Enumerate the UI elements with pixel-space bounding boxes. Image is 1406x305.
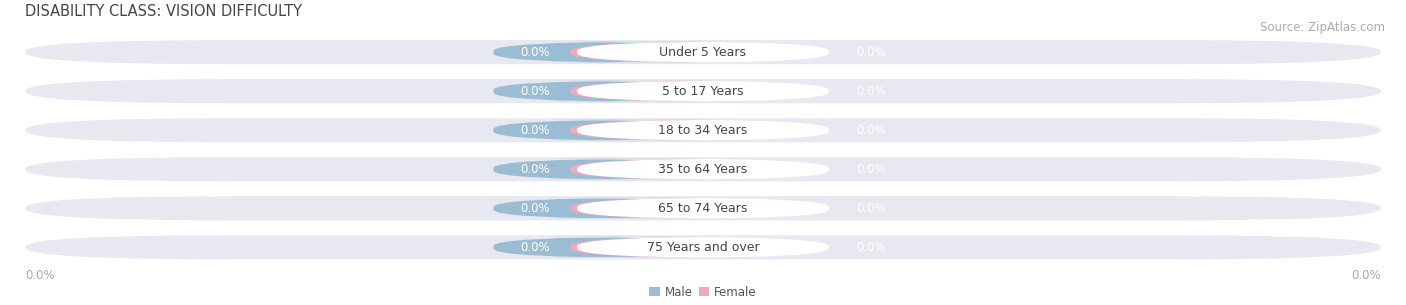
- FancyBboxPatch shape: [25, 118, 1381, 142]
- FancyBboxPatch shape: [494, 159, 710, 180]
- Text: Under 5 Years: Under 5 Years: [659, 46, 747, 59]
- FancyBboxPatch shape: [571, 120, 787, 141]
- Text: 65 to 74 Years: 65 to 74 Years: [658, 202, 748, 215]
- FancyBboxPatch shape: [494, 81, 710, 102]
- FancyBboxPatch shape: [571, 159, 787, 180]
- Text: 18 to 34 Years: 18 to 34 Years: [658, 124, 748, 137]
- Text: 0.0%: 0.0%: [856, 241, 886, 254]
- Text: 0.0%: 0.0%: [856, 85, 886, 98]
- Text: 5 to 17 Years: 5 to 17 Years: [662, 85, 744, 98]
- Text: DISABILITY CLASS: VISION DIFFICULTY: DISABILITY CLASS: VISION DIFFICULTY: [25, 4, 302, 19]
- FancyBboxPatch shape: [25, 196, 1381, 221]
- FancyBboxPatch shape: [571, 198, 787, 219]
- FancyBboxPatch shape: [25, 235, 1381, 260]
- FancyBboxPatch shape: [578, 159, 828, 180]
- Text: 35 to 64 Years: 35 to 64 Years: [658, 163, 748, 176]
- FancyBboxPatch shape: [571, 81, 787, 102]
- FancyBboxPatch shape: [25, 79, 1381, 103]
- FancyBboxPatch shape: [578, 237, 828, 258]
- FancyBboxPatch shape: [25, 157, 1381, 181]
- Text: 0.0%: 0.0%: [856, 163, 886, 176]
- Text: 0.0%: 0.0%: [520, 241, 550, 254]
- Text: 0.0%: 0.0%: [520, 202, 550, 215]
- Text: 0.0%: 0.0%: [520, 124, 550, 137]
- Text: 0.0%: 0.0%: [856, 202, 886, 215]
- FancyBboxPatch shape: [494, 198, 710, 219]
- Text: 0.0%: 0.0%: [520, 163, 550, 176]
- Text: 0.0%: 0.0%: [520, 85, 550, 98]
- FancyBboxPatch shape: [571, 237, 787, 258]
- Text: 0.0%: 0.0%: [1351, 269, 1381, 282]
- FancyBboxPatch shape: [25, 40, 1381, 64]
- Text: Source: ZipAtlas.com: Source: ZipAtlas.com: [1260, 21, 1385, 34]
- Text: 0.0%: 0.0%: [25, 269, 55, 282]
- Text: 0.0%: 0.0%: [856, 124, 886, 137]
- FancyBboxPatch shape: [578, 120, 828, 141]
- Text: 75 Years and over: 75 Years and over: [647, 241, 759, 254]
- FancyBboxPatch shape: [494, 42, 710, 63]
- FancyBboxPatch shape: [578, 81, 828, 102]
- FancyBboxPatch shape: [578, 42, 828, 63]
- FancyBboxPatch shape: [578, 198, 828, 219]
- Text: 0.0%: 0.0%: [856, 46, 886, 59]
- FancyBboxPatch shape: [494, 120, 710, 141]
- Legend: Male, Female: Male, Female: [645, 281, 761, 303]
- FancyBboxPatch shape: [494, 237, 710, 258]
- Text: 0.0%: 0.0%: [520, 46, 550, 59]
- FancyBboxPatch shape: [571, 42, 787, 63]
